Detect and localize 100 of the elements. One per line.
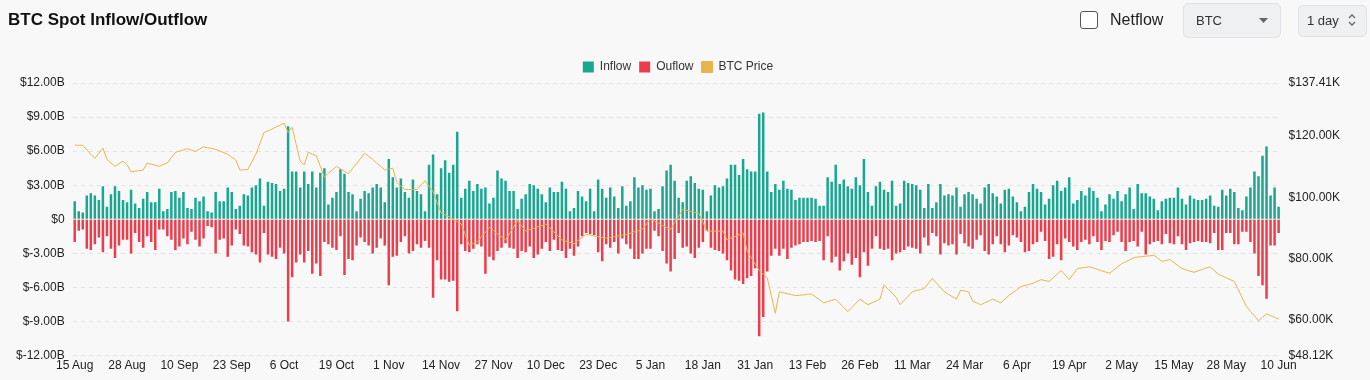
x-tick-label: 28 Aug xyxy=(108,358,146,373)
x-tick-label: 6 Oct xyxy=(269,358,300,373)
bar xyxy=(202,196,205,219)
bar xyxy=(472,219,475,249)
bar xyxy=(613,196,616,219)
bar xyxy=(1273,187,1276,219)
bar xyxy=(975,198,978,219)
bar xyxy=(798,197,801,219)
bar xyxy=(830,219,833,263)
legend-label: Inflow xyxy=(599,59,632,74)
x-tick-label: 18 Jan xyxy=(684,358,721,373)
bar xyxy=(532,185,535,219)
y2-tick-label: $60.00K xyxy=(1288,311,1334,326)
text: Netflow xyxy=(1110,11,1164,29)
x-tick-label: 1 Nov xyxy=(373,358,405,373)
bar xyxy=(838,219,841,271)
bar xyxy=(1124,219,1127,252)
x-tick-label: 10 Sep xyxy=(160,358,199,373)
bar xyxy=(1128,187,1131,219)
bar xyxy=(339,169,342,219)
y-tick-label: $-6.00B xyxy=(22,279,65,294)
bar xyxy=(1136,184,1139,219)
bar xyxy=(971,219,974,249)
bar xyxy=(814,198,817,219)
bar xyxy=(1072,203,1075,219)
bar xyxy=(967,219,970,247)
bar xyxy=(363,219,366,243)
bar xyxy=(1136,219,1139,247)
bar xyxy=(1116,190,1119,219)
text: BTC xyxy=(1196,13,1222,28)
bar xyxy=(73,201,76,219)
bar xyxy=(528,184,531,219)
y-tick-label: $6.00B xyxy=(26,143,65,158)
x-tick-label: 6 Apr xyxy=(1002,358,1031,373)
bar xyxy=(617,219,620,254)
bar xyxy=(1237,219,1240,245)
x-tick-label: 19 Oct xyxy=(318,358,355,373)
x-tick-label: 19 Apr xyxy=(1051,358,1087,373)
bar xyxy=(371,219,374,254)
bar xyxy=(645,219,648,249)
bar xyxy=(170,192,173,219)
bar xyxy=(806,219,809,243)
bar xyxy=(351,194,354,219)
bar xyxy=(226,187,229,219)
bar xyxy=(1225,219,1228,233)
bar xyxy=(371,187,374,219)
bar xyxy=(814,219,817,243)
bar xyxy=(496,170,499,219)
bar xyxy=(158,219,161,230)
bar xyxy=(685,180,688,219)
bar xyxy=(681,219,684,248)
x-tick-label: 13 Feb xyxy=(788,358,827,373)
bar xyxy=(158,188,161,219)
x-tick-label: 10 Dec xyxy=(526,358,565,373)
bar xyxy=(343,173,346,219)
x-tick-label: 2 May xyxy=(1105,358,1138,373)
bar xyxy=(802,219,805,243)
bar xyxy=(802,197,805,219)
bar xyxy=(810,219,813,241)
bar xyxy=(194,197,197,219)
bar xyxy=(919,219,922,254)
bar xyxy=(621,186,624,219)
text: 1 day xyxy=(1307,13,1339,28)
bar xyxy=(834,164,837,219)
x-tick-label: 5 Jan xyxy=(635,358,666,373)
x-tick-label: 27 Nov xyxy=(474,358,513,373)
bar xyxy=(1273,219,1276,246)
bar xyxy=(319,172,322,219)
bar xyxy=(1144,193,1147,219)
bar xyxy=(826,177,829,219)
bar xyxy=(967,192,970,219)
bar xyxy=(983,219,986,252)
y2-tick-label: $120.00K xyxy=(1288,128,1341,143)
y2-tick-label: $80.00K xyxy=(1288,250,1334,265)
bar xyxy=(375,184,378,219)
bar xyxy=(500,219,503,248)
bar xyxy=(214,192,217,219)
bar xyxy=(1265,146,1268,219)
bar xyxy=(641,185,644,219)
bar xyxy=(363,190,366,219)
x-tick-label: 26 Feb xyxy=(841,358,879,373)
bar xyxy=(476,184,479,219)
bar xyxy=(508,219,511,248)
bar xyxy=(669,164,672,219)
bar xyxy=(963,219,966,244)
bar xyxy=(782,180,785,219)
bar xyxy=(480,188,483,219)
bar xyxy=(343,219,346,275)
bar xyxy=(766,219,769,272)
bar xyxy=(323,168,326,219)
bar xyxy=(484,187,487,219)
bar xyxy=(532,219,535,258)
bar xyxy=(983,187,986,219)
bar xyxy=(798,219,801,245)
bar xyxy=(927,219,930,246)
bar xyxy=(1072,219,1075,247)
bar xyxy=(186,219,189,245)
bar xyxy=(637,219,640,260)
bar xyxy=(504,180,507,219)
x-tick-label: 11 Mar xyxy=(893,358,931,373)
